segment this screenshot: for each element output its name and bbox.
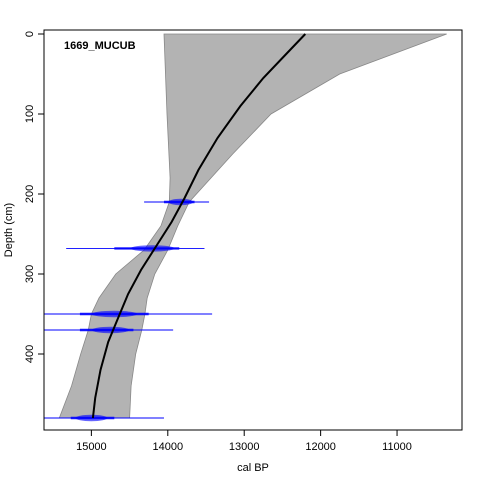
date-probability-mark: [168, 198, 194, 206]
plot-layer: [44, 33, 447, 422]
dated-samples: [44, 198, 213, 422]
y-tick-label: 100: [24, 105, 36, 123]
date-probability-mark: [130, 245, 175, 252]
dated-sample-4: [44, 326, 174, 334]
dated-sample-5: [44, 414, 164, 422]
x-axis: 15000 14000 13000 12000 11000: [76, 430, 412, 453]
x-tick-label: 11000: [382, 441, 412, 453]
dated-sample-1: [144, 198, 210, 206]
y-tick-label: 200: [24, 185, 36, 203]
x-axis-title: cal BP: [237, 462, 269, 474]
date-probability-mark: [91, 326, 130, 334]
y-axis: 0 100 200 300 400: [24, 31, 44, 363]
dated-sample-2: [66, 245, 205, 252]
y-tick-label: 300: [24, 265, 36, 283]
dated-sample-3: [44, 310, 213, 318]
y-tick-label: 0: [24, 31, 36, 37]
x-tick-label: 13000: [229, 441, 260, 453]
x-tick-label: 14000: [152, 441, 183, 453]
age-model-median-line: [91, 33, 307, 419]
y-tick-label: 400: [24, 345, 36, 363]
plot-frame: [43, 29, 463, 431]
x-tick-label: 12000: [305, 441, 336, 453]
date-probability-mark: [91, 310, 138, 318]
date-probability-mark: [75, 414, 108, 422]
chart-title: 1669_MUCUB: [64, 40, 136, 52]
y-axis-title: Depth (cm): [3, 203, 15, 257]
x-tick-label: 15000: [76, 441, 107, 453]
